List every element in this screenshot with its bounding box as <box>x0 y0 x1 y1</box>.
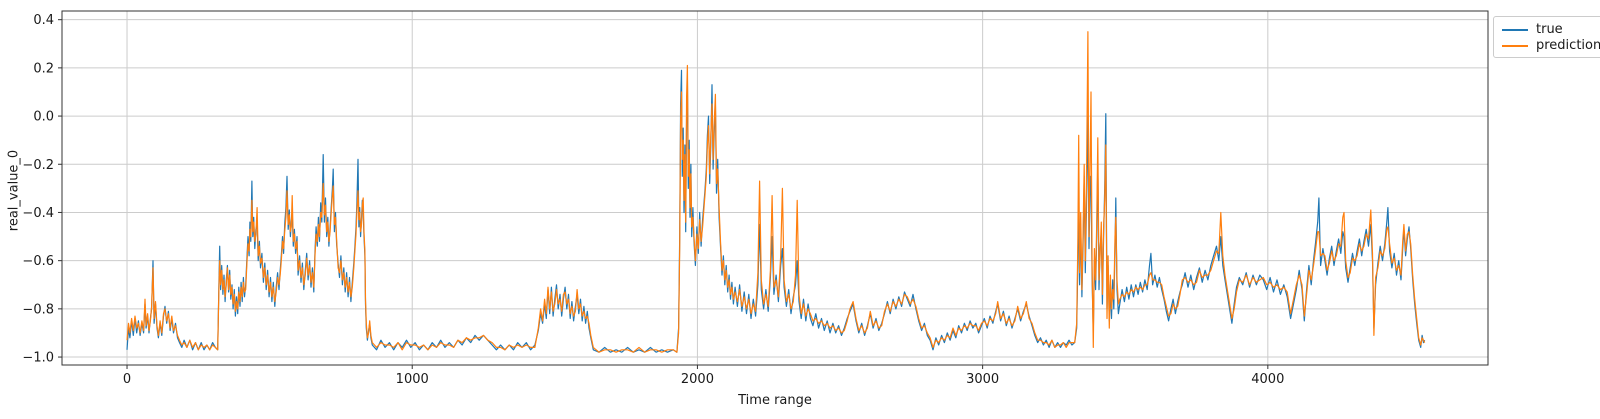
y-tick-label: −0.8 <box>22 302 54 317</box>
y-tick-label: 0.0 <box>33 110 54 125</box>
y-axis-label: real_value_0 <box>6 149 22 232</box>
x-tick-label: 0 <box>123 372 131 387</box>
x-tick-label: 4000 <box>1251 372 1284 387</box>
legend: true predictions <box>1493 16 1600 58</box>
y-tick-label: 0.4 <box>33 13 54 28</box>
legend-item-predictions: predictions <box>1502 38 1600 54</box>
y-tick-label: 0.2 <box>33 61 54 76</box>
legend-label-predictions: predictions <box>1536 38 1600 53</box>
legend-label-true: true <box>1536 22 1563 37</box>
x-tick-label: 3000 <box>966 372 999 387</box>
y-tick-label: −1.0 <box>22 351 54 366</box>
y-tick-label: −0.2 <box>22 158 54 173</box>
x-tick-label: 2000 <box>681 372 714 387</box>
legend-line-predictions-swatch <box>1502 45 1528 47</box>
y-tick-label: −0.6 <box>22 254 54 269</box>
axes-spines <box>61 10 1489 366</box>
series-line-predictions <box>126 31 1426 353</box>
legend-item-true: true <box>1502 22 1600 38</box>
y-tick-label: −0.4 <box>22 206 54 221</box>
x-axis-label: Time range <box>738 393 812 408</box>
legend-line-true-swatch <box>1502 29 1528 31</box>
x-tick-label: 1000 <box>396 372 429 387</box>
